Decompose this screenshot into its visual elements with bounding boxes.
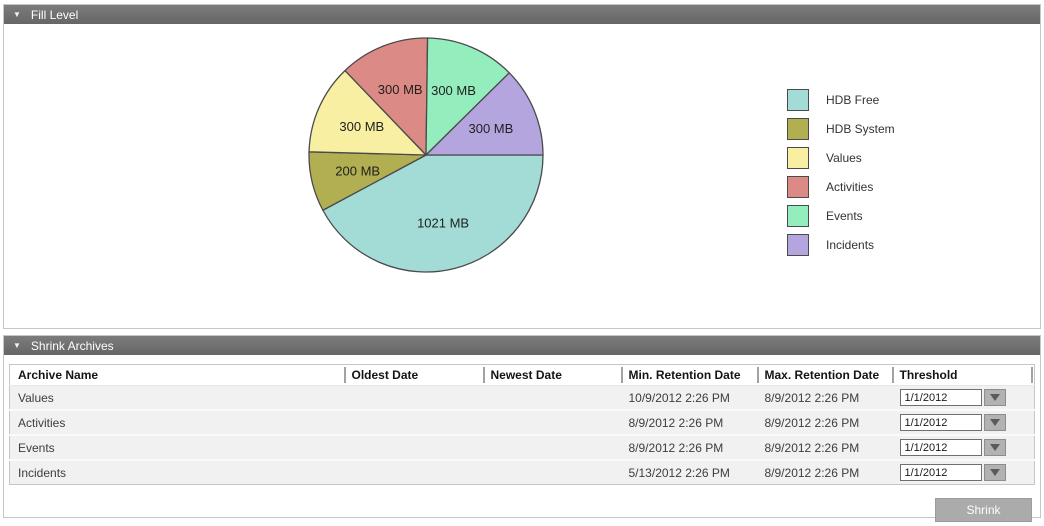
legend-item-events: Events [787,205,895,227]
threshold-dropdown-button[interactable] [983,414,1006,431]
legend-label: HDB Free [826,93,880,107]
table-row-events[interactable]: Events 8/9/2012 2:26 PM 8/9/2012 2:26 PM… [9,434,1035,460]
legend-swatch [787,147,809,169]
shrink-button[interactable]: Shrink [935,498,1032,522]
col-header-newest-date[interactable]: Newest Date [482,364,621,386]
legend-item-hdb-system: HDB System [787,118,895,140]
panel-title: Fill Level [30,7,79,22]
legend-label: Events [826,209,863,223]
legend-item-hdb-free: HDB Free [787,89,895,111]
col-header-archive-name[interactable]: Archive Name [9,364,344,386]
table-row-incidents[interactable]: Incidents 5/13/2012 2:26 PM 8/9/2012 2:2… [9,459,1035,485]
col-header-threshold[interactable]: Threshold [891,364,1035,386]
cell-newest-date [482,459,621,485]
chevron-down-icon [989,469,1000,476]
chevron-down-icon [989,419,1000,426]
legend-swatch [787,89,809,111]
legend-swatch [787,205,809,227]
shrink-archives-panel: ▼ Shrink Archives Archive Name Oldest Da… [3,335,1041,522]
cell-archive-name: Values [9,385,344,410]
pie-slice-activities [344,37,429,156]
pie-slice-label: 300 MB [378,82,423,97]
pie-slice-label: 1021 MB [417,216,469,231]
legend-swatch [787,234,809,256]
pie-slice-label: 300 MB [431,83,476,98]
threshold-value-field[interactable]: 1/1/2012 [899,389,982,406]
threshold-value-field[interactable]: 1/1/2012 [899,414,982,431]
pie-slice-label: 300 MB [468,121,513,136]
shrink-archives-panel-header[interactable]: ▼ Shrink Archives [4,336,1040,355]
pie-slice-values [308,69,427,156]
pie-slice-label: 200 MB [335,164,380,179]
pie-chart: 1021 MB 200 MB 300 MB 300 MB 300 MB 300 MB [308,37,544,273]
cell-archive-name: Activities [9,409,344,435]
threshold-dropdown-button[interactable] [983,464,1006,481]
legend-label: Incidents [826,238,875,252]
collapse-triangle-icon[interactable]: ▼ [13,340,21,350]
cell-threshold: 1/1/2012 [891,385,1035,410]
threshold-dropdown[interactable]: 1/1/2012 [899,414,1006,431]
cell-archive-name: Events [9,434,344,460]
cell-min-retention-date: 10/9/2012 2:26 PM [620,385,757,410]
chevron-down-icon [989,444,1000,451]
col-header-oldest-date[interactable]: Oldest Date [343,364,483,386]
threshold-value-field[interactable]: 1/1/2012 [899,464,982,481]
threshold-dropdown[interactable]: 1/1/2012 [899,439,1006,456]
threshold-dropdown-button[interactable] [983,389,1006,406]
cell-newest-date [482,434,621,460]
cell-oldest-date [343,459,483,485]
cell-max-retention-date: 8/9/2012 2:26 PM [756,409,892,435]
cell-threshold: 1/1/2012 [891,459,1035,485]
pie-slice-events [425,37,510,156]
archives-table: Archive Name Oldest Date Newest Date Min… [9,364,1035,485]
legend-label: Activities [826,180,874,194]
cell-max-retention-date: 8/9/2012 2:26 PM [756,459,892,485]
fill-level-panel-body: 1021 MB 200 MB 300 MB 300 MB 300 MB 300 MB HD… [4,24,1040,328]
pie-slice-hdb-free [322,154,544,273]
cell-min-retention-date: 8/9/2012 2:26 PM [620,434,757,460]
threshold-dropdown[interactable]: 1/1/2012 [899,389,1006,406]
cell-min-retention-date: 8/9/2012 2:26 PM [620,409,757,435]
cell-threshold: 1/1/2012 [891,409,1035,435]
cell-threshold: 1/1/2012 [891,434,1035,460]
archives-table-wrap: Archive Name Oldest Date Newest Date Min… [9,364,1035,485]
cell-oldest-date [343,409,483,435]
pie-slice-incidents [425,72,544,156]
table-row-values[interactable]: Values 10/9/2012 2:26 PM 8/9/2012 2:26 P… [9,385,1035,410]
col-header-min-retention-date[interactable]: Min. Retention Date [620,364,757,386]
cell-newest-date [482,385,621,410]
cell-max-retention-date: 8/9/2012 2:26 PM [756,434,892,460]
table-row-activities[interactable]: Activities 8/9/2012 2:26 PM 8/9/2012 2:2… [9,409,1035,435]
panel-title: Shrink Archives [30,338,114,353]
legend-label: Values [826,151,862,165]
threshold-value-field[interactable]: 1/1/2012 [899,439,982,456]
cell-oldest-date [343,434,483,460]
legend-item-activities: Activities [787,176,895,198]
legend-item-values: Values [787,147,895,169]
cell-newest-date [482,409,621,435]
pie-legend: HDB Free HDB System Values Activities Ev… [787,89,895,263]
pie-slice-label: 300 MB [339,119,384,134]
col-header-max-retention-date[interactable]: Max. Retention Date [756,364,892,386]
cell-min-retention-date: 5/13/2012 2:26 PM [620,459,757,485]
threshold-dropdown-button[interactable] [983,439,1006,456]
legend-label: HDB System [826,122,895,136]
legend-swatch [787,118,809,140]
chevron-down-icon [989,394,1000,401]
legend-item-incidents: Incidents [787,234,895,256]
cell-archive-name: Incidents [9,459,344,485]
threshold-dropdown[interactable]: 1/1/2012 [899,464,1006,481]
legend-swatch [787,176,809,198]
table-header-row: Archive Name Oldest Date Newest Date Min… [9,364,1035,386]
fill-level-panel: ▼ Fill Level 1021 MB 200 MB 300 MB 300 MB 30… [3,4,1041,329]
cell-oldest-date [343,385,483,410]
collapse-triangle-icon[interactable]: ▼ [13,9,21,19]
cell-max-retention-date: 8/9/2012 2:26 PM [756,385,892,410]
shrink-archives-panel-body: Archive Name Oldest Date Newest Date Min… [4,364,1040,526]
fill-level-panel-header[interactable]: ▼ Fill Level [4,5,1040,24]
